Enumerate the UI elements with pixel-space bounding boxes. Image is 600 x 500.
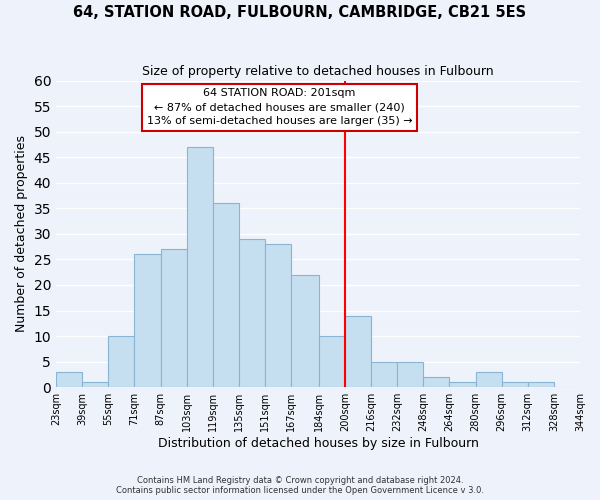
Bar [476, 372, 502, 387]
Bar [319, 336, 345, 387]
Bar [239, 239, 265, 387]
Bar [161, 249, 187, 387]
Bar [424, 377, 449, 387]
Bar [291, 275, 319, 387]
Bar [502, 382, 528, 387]
Bar [397, 362, 424, 387]
Y-axis label: Number of detached properties: Number of detached properties [15, 136, 28, 332]
Bar [449, 382, 476, 387]
Bar [187, 147, 213, 387]
Text: 64 STATION ROAD: 201sqm
← 87% of detached houses are smaller (240)
13% of semi-d: 64 STATION ROAD: 201sqm ← 87% of detache… [147, 88, 412, 126]
Text: Contains HM Land Registry data © Crown copyright and database right 2024.
Contai: Contains HM Land Registry data © Crown c… [116, 476, 484, 495]
X-axis label: Distribution of detached houses by size in Fulbourn: Distribution of detached houses by size … [158, 437, 478, 450]
Bar [108, 336, 134, 387]
Bar [265, 244, 291, 387]
Bar [213, 203, 239, 387]
Bar [82, 382, 108, 387]
Bar [345, 316, 371, 387]
Bar [56, 372, 82, 387]
Title: Size of property relative to detached houses in Fulbourn: Size of property relative to detached ho… [142, 65, 494, 78]
Text: 64, STATION ROAD, FULBOURN, CAMBRIDGE, CB21 5ES: 64, STATION ROAD, FULBOURN, CAMBRIDGE, C… [73, 5, 527, 20]
Bar [371, 362, 397, 387]
Bar [528, 382, 554, 387]
Bar [134, 254, 161, 387]
